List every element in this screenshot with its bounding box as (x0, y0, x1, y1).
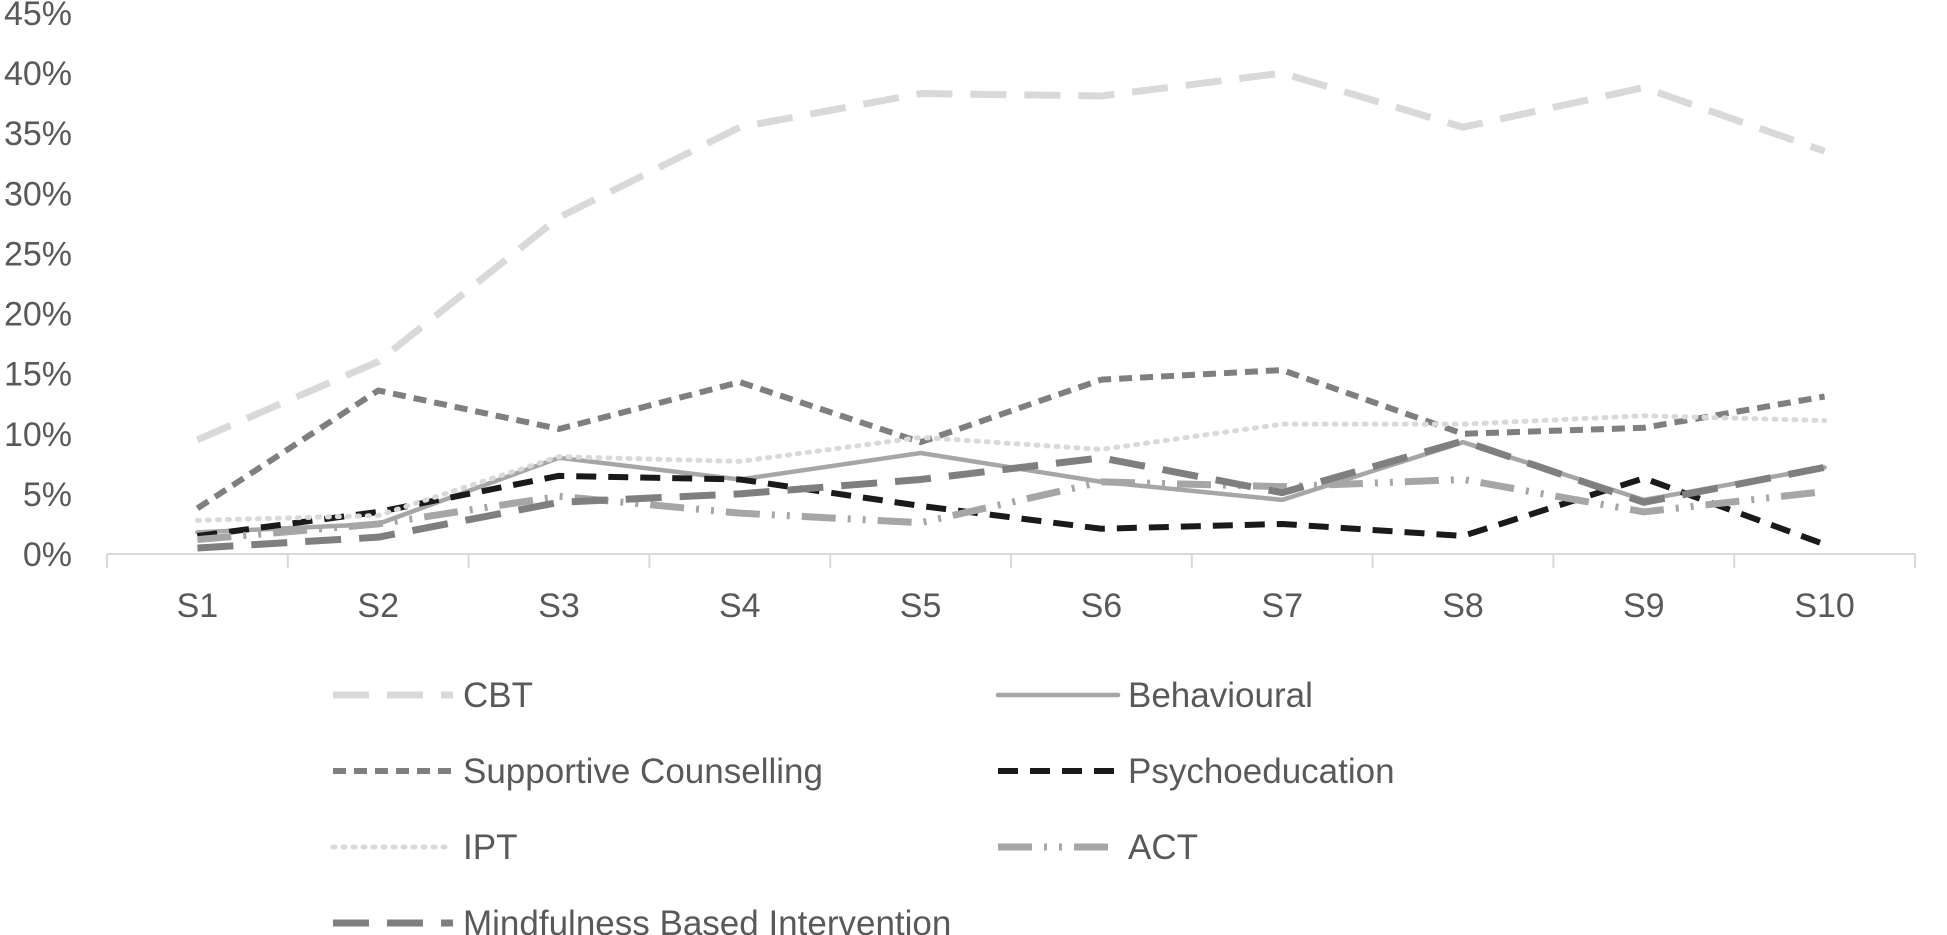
y-tick-label: 0% (23, 536, 72, 574)
legend-item-supportive-counselling: Supportive Counselling (333, 752, 823, 791)
x-tick-label: S8 (1442, 587, 1484, 625)
legend: CBT Behavioural Supportive Counselling Psyc… (330, 676, 1395, 935)
y-tick-label: 10% (4, 416, 72, 454)
x-tick-label: S6 (1081, 587, 1123, 625)
y-tick-label: 20% (4, 296, 72, 334)
legend-item-cbt: CBT (333, 676, 533, 715)
series-line-supportive-counselling (195, 367, 1826, 511)
x-tick-label: S3 (538, 587, 580, 625)
series-line-ipt (194, 413, 1828, 523)
y-tick-label: 45% (4, 0, 72, 33)
plot-series (194, 69, 1828, 552)
y-tick-label: 30% (4, 175, 72, 213)
legend-label: CBT (463, 676, 533, 715)
legend-item-behavioural: Behavioural (995, 676, 1313, 715)
y-tick-label: 40% (4, 55, 72, 93)
legend-label: Supportive Counselling (463, 752, 823, 791)
x-tick-label: S2 (357, 587, 399, 625)
series-line-behavioural (195, 439, 1827, 535)
series-line-act (197, 475, 1825, 544)
x-tick-label: S4 (719, 587, 761, 625)
y-axis-tick-labels: 0% 5% 10% 15% 20% 25% 30% 35% 40% 45% (4, 0, 72, 574)
legend-label: IPT (463, 828, 517, 867)
legend-label: Psychoeducation (1128, 752, 1395, 791)
y-tick-label: 35% (4, 115, 72, 153)
series-line-mindfulness-based-intervention (197, 437, 1826, 552)
y-tick-label: 5% (23, 476, 72, 514)
x-tick-label: S10 (1794, 587, 1855, 625)
x-tick-label: S5 (900, 587, 942, 625)
legend-item-ipt: IPT (330, 828, 517, 867)
x-tick-label: S7 (1261, 587, 1303, 625)
series-line-psychoeducation (197, 472, 1826, 548)
legend-label: ACT (1128, 828, 1198, 867)
x-tick-label: S9 (1623, 587, 1665, 625)
y-tick-label: 25% (4, 235, 72, 273)
x-axis: S1 S2 S3 S4 S5 S6 S7 S8 S9 S10 (106, 553, 1916, 625)
legend-item-act: ACT (998, 828, 1198, 867)
series-line-cbt (196, 69, 1826, 444)
legend-label: Behavioural (1128, 676, 1313, 715)
legend-item-mindfulness-based-intervention: Mindfulness Based Intervention (333, 904, 951, 935)
y-tick-label: 15% (4, 356, 72, 394)
legend-item-psychoeducation: Psychoeducation (998, 752, 1395, 791)
x-tick-label: S1 (177, 587, 219, 625)
legend-label: Mindfulness Based Intervention (463, 904, 951, 935)
